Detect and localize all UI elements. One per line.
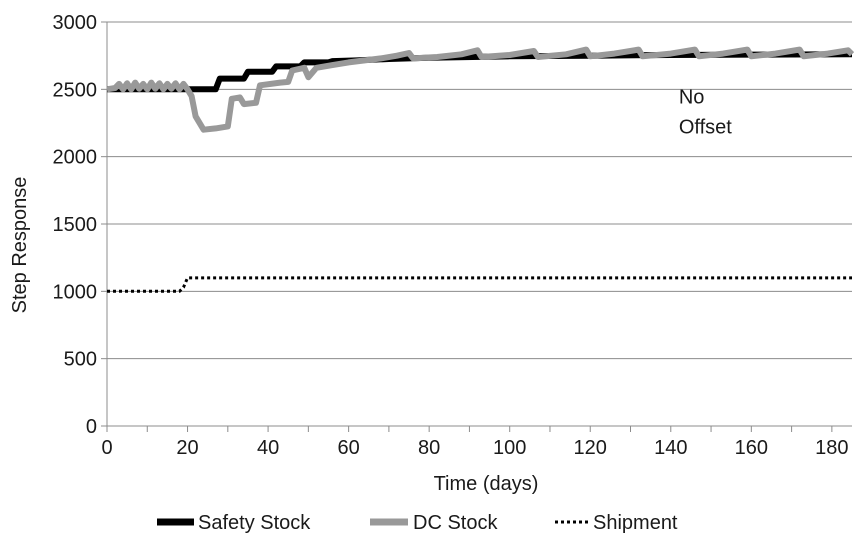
y-axis-title: Step Response (9, 177, 31, 314)
axes (101, 21, 852, 432)
tick-labels: 0 500 1000 1500 2000 2500 3000 0 20 40 60 80 100 120 1… (53, 12, 849, 459)
series-layer (106, 46, 854, 293)
x-tick-label-40: 40 (257, 437, 279, 459)
x-tick-label-140: 140 (654, 437, 687, 459)
legend-label-shipment: Shipment (593, 512, 678, 534)
legend: Safety Stock DC Stock Shipment (157, 512, 678, 534)
x-tick-label-60: 60 (337, 437, 359, 459)
x-axis-title: Time (days) (434, 473, 539, 495)
grid (107, 21, 852, 360)
x-tick-label-100: 100 (493, 437, 526, 459)
y-tick-label-500: 500 (64, 349, 97, 371)
series-line-safety-stock (107, 51, 853, 93)
y-tick-label-3000: 3000 (53, 12, 98, 34)
x-tick-label-20: 20 (176, 437, 198, 459)
annotation-line-1: Offset (679, 116, 732, 138)
x-tick-label-180: 180 (815, 437, 848, 459)
y-tick-label-1000: 1000 (53, 281, 98, 303)
x-tick-label-80: 80 (418, 437, 440, 459)
y-tick-label-1500: 1500 (53, 214, 98, 236)
legend-label-dc-stock: DC Stock (413, 512, 498, 534)
series-line-shipment (107, 276, 852, 293)
y-tick-label-2000: 2000 (53, 147, 98, 169)
y-tick-label-2500: 2500 (53, 79, 98, 101)
x-tick-label-0: 0 (101, 437, 112, 459)
y-tick-label-0: 0 (86, 416, 97, 438)
x-tick-label-160: 160 (735, 437, 768, 459)
x-tick-label-120: 120 (574, 437, 607, 459)
annotation-no-offset: No Offset (679, 86, 732, 138)
annotation-line-0: No (679, 86, 705, 108)
legend-label-safety-stock: Safety Stock (198, 512, 311, 534)
series-line-dc-stock (106, 46, 854, 133)
